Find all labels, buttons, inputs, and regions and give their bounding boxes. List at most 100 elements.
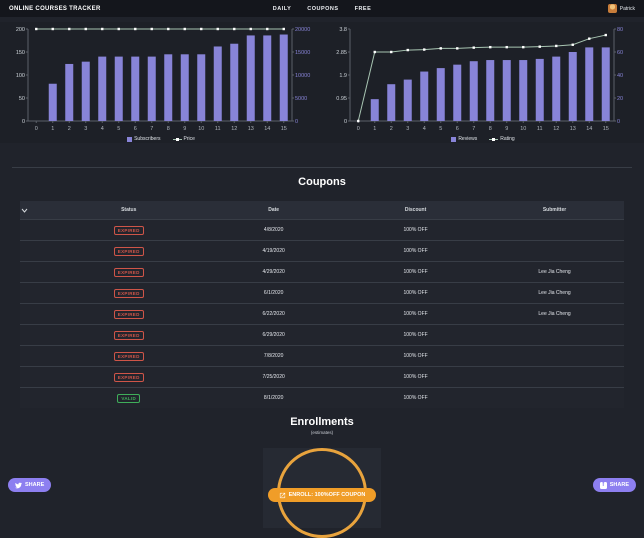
row-expander[interactable] (20, 282, 57, 304)
svg-text:3: 3 (406, 126, 409, 132)
coupon-date-cell: 6/29/2020 (201, 324, 347, 346)
column-header-status[interactable]: Status (56, 201, 202, 220)
section-divider (12, 167, 632, 168)
coupon-submitter-cell (485, 345, 624, 367)
nav-item-coupons[interactable]: COUPONS (307, 5, 339, 12)
svg-text:0: 0 (344, 119, 347, 125)
svg-text:4: 4 (423, 126, 426, 132)
svg-text:3.8: 3.8 (339, 27, 347, 33)
coupon-row: EXPIRED 6/29/2020 100% OFF (20, 324, 624, 346)
svg-text:5: 5 (439, 126, 442, 132)
coupon-status-cell: EXPIRED (56, 303, 202, 325)
svg-text:0: 0 (35, 126, 38, 132)
coupon-row: EXPIRED 4/29/2020 100% OFF Lee Jia Cheng (20, 261, 624, 283)
svg-text:8: 8 (167, 126, 170, 132)
svg-text:7: 7 (150, 126, 153, 132)
coupon-date-cell: 6/1/2020 (201, 282, 347, 304)
user-avatar (607, 4, 617, 13)
column-header-submitter[interactable]: Submitter (485, 201, 624, 220)
row-expander[interactable] (20, 324, 57, 346)
svg-text:2: 2 (68, 126, 71, 132)
svg-text:0.95: 0.95 (336, 96, 347, 102)
svg-text:15: 15 (603, 126, 609, 132)
facebook-icon: f (599, 481, 607, 489)
column-header-date[interactable]: Date (201, 201, 347, 220)
status-badge: EXPIRED (113, 288, 144, 298)
legend-item-price: Price (172, 136, 195, 142)
svg-text:5000: 5000 (295, 96, 307, 102)
svg-text:0: 0 (617, 119, 620, 125)
coupon-status-cell: VALID (56, 387, 202, 408)
legend-item-reviews: Reviews (451, 136, 477, 142)
row-expander[interactable] (20, 366, 57, 388)
svg-text:11: 11 (215, 126, 221, 132)
enroll-coupon-button[interactable]: ENROLL: 100%OFF COUPON (268, 488, 376, 502)
coupon-discount-cell: 100% OFF (346, 261, 486, 283)
svg-text:9: 9 (505, 126, 508, 132)
subscribers-price-plot: 0 50 100 150 200 0 5000 10000 15000 20000 0 1 2 3 4 5 6 7… (0, 22, 322, 134)
column-header-discount[interactable]: Discount (346, 201, 486, 220)
row-expander[interactable] (20, 303, 57, 325)
svg-text:2: 2 (390, 126, 393, 132)
coupon-date-cell: 4/19/2020 (201, 240, 347, 262)
coupon-submitter-cell (485, 366, 624, 388)
legend-line-price (172, 137, 182, 141)
coupon-date-cell: 4/29/2020 (201, 261, 347, 283)
nav-item-daily[interactable]: DAILY (272, 5, 292, 12)
row-expander[interactable] (20, 240, 57, 262)
nav-item-free[interactable]: FREE (354, 5, 372, 12)
svg-text:10: 10 (198, 126, 204, 132)
coupon-status-cell: EXPIRED (56, 366, 202, 388)
coupon-status-cell: EXPIRED (56, 282, 202, 304)
coupon-status-cell: EXPIRED (56, 324, 202, 346)
coupon-submitter-cell: Lee Jia Cheng (485, 261, 624, 283)
svg-text:60: 60 (617, 50, 623, 56)
status-badge: EXPIRED (113, 351, 144, 361)
coupon-row: EXPIRED 4/8/2020 100% OFF (20, 219, 624, 241)
coupon-discount-cell: 100% OFF (346, 387, 486, 408)
coupon-row: EXPIRED 7/8/2020 100% OFF (20, 345, 624, 367)
svg-text:15: 15 (281, 126, 287, 132)
svg-text:1.9: 1.9 (339, 73, 347, 79)
coupon-status-cell: EXPIRED (56, 219, 202, 241)
svg-text:7: 7 (472, 126, 475, 132)
coupons-title: Coupons (298, 176, 346, 188)
chevron-down-icon (21, 208, 28, 213)
status-badge: VALID (117, 393, 141, 403)
coupon-status-cell: EXPIRED (56, 261, 202, 283)
main-nav: DAILY COUPONS FREE (273, 6, 371, 12)
expand-all-header[interactable] (20, 201, 57, 220)
coupon-submitter-cell (485, 219, 624, 241)
coupon-row: EXPIRED 6/22/2020 100% OFF Lee Jia Cheng (20, 303, 624, 325)
row-expander[interactable] (20, 219, 57, 241)
status-badge: EXPIRED (113, 309, 144, 319)
user-menu[interactable]: Patrick (371, 4, 635, 13)
status-badge: EXPIRED (113, 330, 144, 340)
svg-text:0: 0 (22, 119, 25, 125)
status-badge: EXPIRED (113, 246, 144, 256)
coupon-date-cell: 7/25/2020 (201, 366, 347, 388)
svg-text:1: 1 (51, 126, 54, 132)
share-twitter-button[interactable]: SHARE (8, 478, 52, 492)
svg-text:8: 8 (489, 126, 492, 132)
coupon-row: EXPIRED 4/19/2020 100% OFF (20, 240, 624, 262)
row-expander[interactable] (20, 261, 57, 283)
coupon-discount-cell: 100% OFF (346, 303, 486, 325)
user-name: Patrick (619, 5, 636, 12)
row-expander[interactable] (20, 345, 57, 367)
svg-text:14: 14 (264, 126, 270, 132)
legend-item-subscribers: Subscribers (127, 136, 161, 142)
svg-text:5: 5 (117, 126, 120, 132)
charts-row: 0 50 100 150 200 0 5000 10000 15000 20000 0 1 2 3 4 5 6 7… (0, 22, 644, 143)
svg-text:20: 20 (617, 96, 623, 102)
app-header: ONLINE COURSES TRACKER DAILY COUPONS FRE… (0, 0, 644, 17)
share-facebook-button[interactable]: f SHARE (592, 478, 636, 492)
coupon-discount-cell: 100% OFF (346, 240, 486, 262)
coupon-date-cell: 7/8/2020 (201, 345, 347, 367)
coupon-row: EXPIRED 7/25/2020 100% OFF (20, 366, 624, 388)
row-expander[interactable] (20, 387, 57, 408)
svg-text:200: 200 (16, 27, 25, 33)
coupon-submitter-cell (485, 324, 624, 346)
external-link-icon (279, 492, 285, 498)
svg-text:15000: 15000 (295, 50, 310, 56)
